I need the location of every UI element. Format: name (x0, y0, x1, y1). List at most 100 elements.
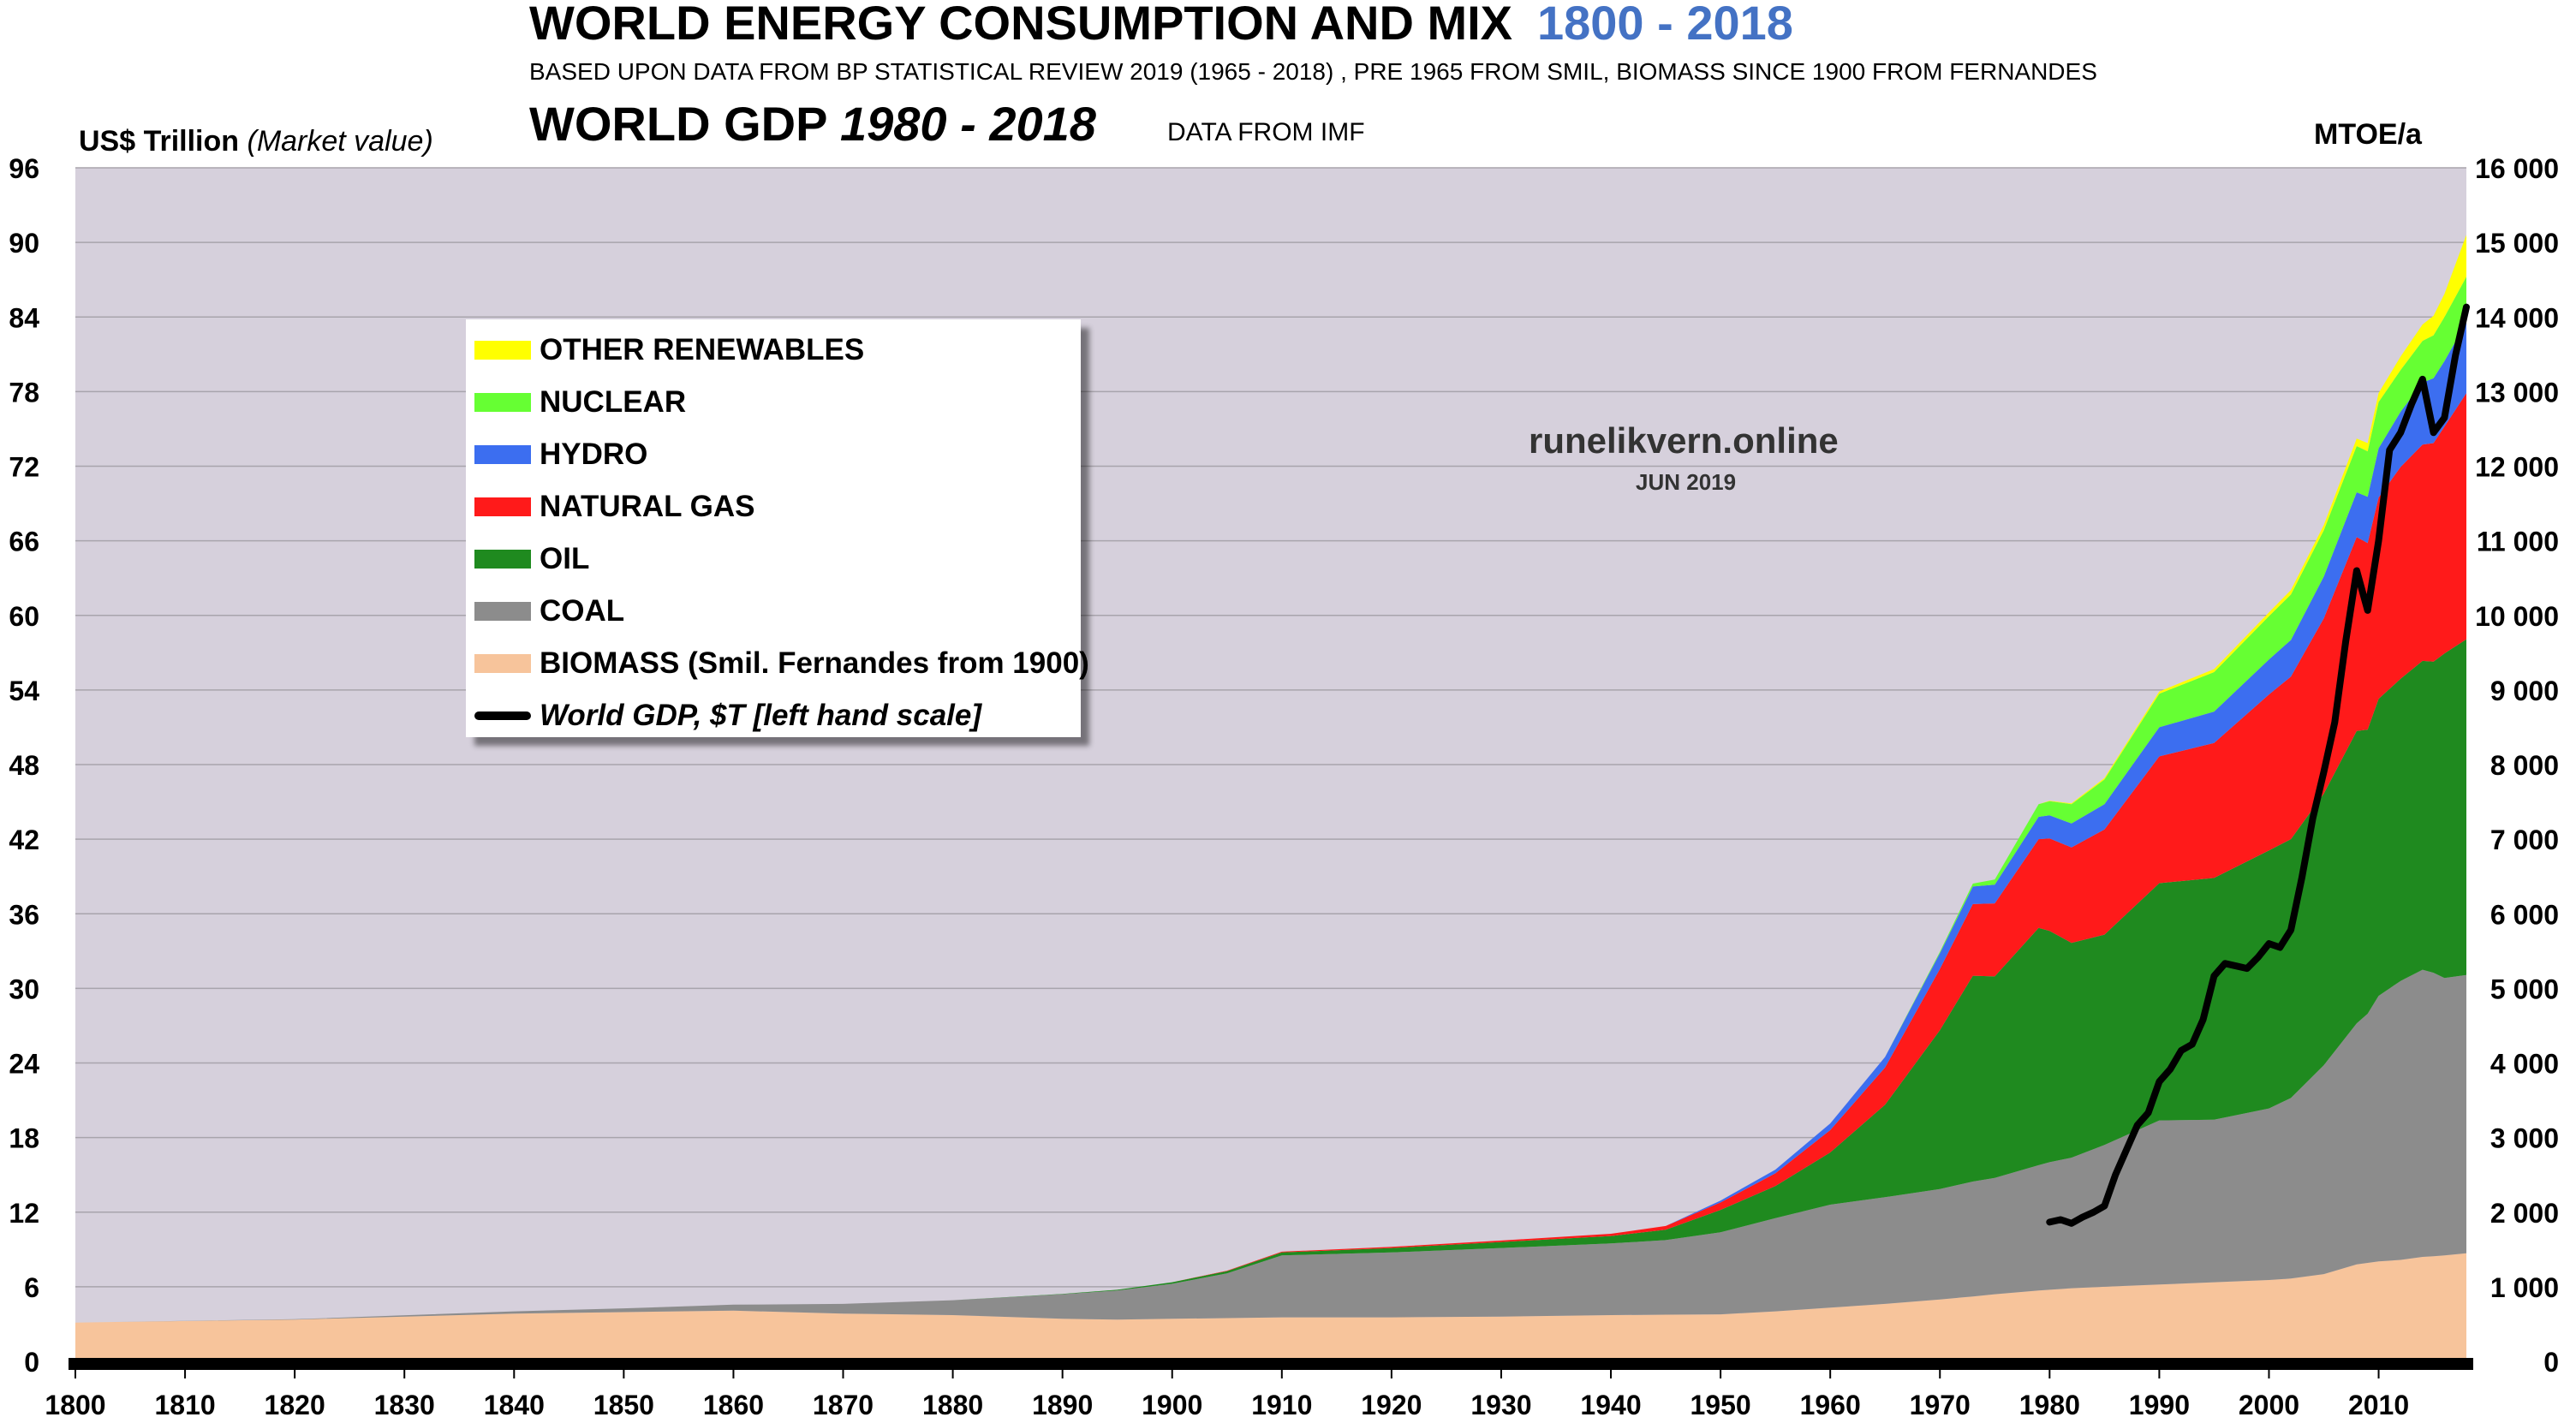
y-left-tick-label: 12 (9, 1198, 39, 1229)
legend: OTHER RENEWABLES NUCLEAR HYDRO NATURAL GAS O… (466, 319, 1089, 737)
legend-swatch (474, 393, 531, 412)
y-right-tick-label: 1 000 (2490, 1272, 2559, 1303)
y-right-tick-label: 14 000 (2475, 302, 2559, 333)
y-left-tick-label: 30 (9, 973, 39, 1004)
x-tick-label: 1900 (1142, 1390, 1202, 1417)
watermark-date: JUN 2019 (1636, 469, 1737, 495)
y-left-tick-label: 96 (9, 153, 39, 184)
area-biomass (75, 1253, 2466, 1361)
legend-swatch (474, 341, 531, 360)
y-right-tick-label: 12 000 (2475, 452, 2559, 483)
y-left-tick-label: 24 (9, 1049, 39, 1080)
x-tick-label: 2010 (2348, 1390, 2409, 1417)
legend-label: BIOMASS (Smil. Fernandes from 1900) (540, 646, 1089, 680)
area-coal (75, 969, 2466, 1323)
legend-item: NATURAL GAS (474, 488, 754, 526)
y-left-tick-label: 90 (9, 228, 39, 259)
legend-label: OIL (540, 542, 590, 575)
y-right-tick-label: 10 000 (2475, 601, 2559, 632)
gdp-title-years: 1980 - 2018 (839, 97, 1096, 151)
x-tick-label: 1980 (2019, 1390, 2080, 1417)
y-right-tick-label: 5 000 (2490, 973, 2559, 1004)
gdp-line (2046, 303, 2470, 1227)
area-natural-gas (75, 393, 2466, 1323)
legend-item: HYDRO (474, 436, 647, 473)
legend-swatch (474, 497, 531, 516)
legend-item: World GDP, $T [left hand scale] (474, 697, 981, 735)
x-tick-label: 1970 (1910, 1390, 1971, 1417)
legend-swatch (474, 654, 531, 673)
y-right-tick-label: 6 000 (2490, 899, 2559, 930)
x-tick-label: 1960 (1800, 1390, 1861, 1417)
x-tick-label: 1910 (1251, 1390, 1312, 1417)
y-left-tick-label: 48 (9, 750, 39, 781)
x-tick-label: 1890 (1032, 1390, 1093, 1417)
y-right-tick-label: 13 000 (2475, 377, 2559, 408)
left-axis-unit-note: (Market value) (247, 125, 433, 158)
y-left-tick-label: 36 (9, 899, 39, 930)
x-tick-label: 1930 (1470, 1390, 1531, 1417)
y-right-tick-label: 11 000 (2477, 527, 2559, 557)
x-tick-label: 1870 (813, 1390, 874, 1417)
x-tick-label: 1860 (703, 1390, 764, 1417)
legend-swatch (474, 445, 531, 464)
x-tick-label: 1920 (1361, 1390, 1422, 1417)
legend-line-swatch (474, 711, 531, 720)
legend-label: HYDRO (540, 438, 648, 471)
chart-years: 1800 - 2018 (1537, 0, 1793, 50)
x-axis-line (69, 1358, 2473, 1370)
y-left-tick-label: 78 (9, 377, 39, 408)
y-left-tick-label: 54 (9, 676, 39, 706)
gdp-source: DATA FROM IMF (1167, 118, 1365, 146)
legend-label: COAL (540, 594, 625, 628)
legend-swatch (474, 602, 531, 621)
legend-item: OTHER RENEWABLES (474, 331, 864, 369)
left-axis-unit: US$ Trillion (Market value) (79, 125, 433, 158)
x-tick-label: 1820 (265, 1390, 325, 1417)
y-left-tick-label: 0 (24, 1347, 39, 1378)
legend-item: NUCLEAR (474, 384, 686, 421)
x-tick-label: 1840 (484, 1390, 545, 1417)
x-tick-label: 1810 (154, 1390, 215, 1417)
x-tick-label: 1880 (922, 1390, 983, 1417)
legend-label: NATURAL GAS (540, 490, 755, 523)
y-left-tick-label: 66 (9, 527, 39, 557)
x-tick-label: 1800 (45, 1390, 105, 1417)
y-right-tick-label: 15 000 (2475, 228, 2559, 259)
y-right-tick-label: 0 (2543, 1347, 2559, 1378)
x-tick-label: 1950 (1690, 1390, 1751, 1417)
x-tick-label: 2000 (2239, 1390, 2299, 1417)
x-tick-label: 1850 (593, 1390, 654, 1417)
chart-title: WORLD ENERGY CONSUMPTION AND MIX (529, 0, 1513, 50)
y-left-tick-label: 72 (9, 452, 39, 483)
right-axis-unit: MTOE/a (2314, 118, 2422, 151)
y-right-tick-label: 9 000 (2490, 676, 2559, 706)
y-right-tick-label: 7 000 (2490, 825, 2559, 855)
legend-label: NUCLEAR (540, 385, 687, 419)
y-right-tick-label: 4 000 (2490, 1049, 2559, 1080)
y-right-tick-label: 3 000 (2490, 1123, 2559, 1154)
legend-label: OTHER RENEWABLES (540, 333, 865, 366)
y-right-tick-label: 16 000 (2475, 153, 2559, 184)
legend-label: World GDP, $T [left hand scale] (540, 699, 982, 732)
y-right-tick-label: 8 000 (2490, 750, 2559, 781)
legend-swatch (474, 550, 531, 569)
y-left-tick-label: 42 (9, 825, 39, 855)
y-left-tick-label: 60 (9, 601, 39, 632)
x-tick-label: 1990 (2129, 1390, 2190, 1417)
x-tick-label: 1830 (374, 1390, 435, 1417)
gdp-title-text: WORLD GDP (529, 97, 827, 151)
y-left-tick-label: 6 (24, 1272, 39, 1303)
y-left-tick-label: 84 (9, 302, 39, 333)
watermark-site: runelikvern.online (1529, 420, 1839, 461)
chart-subtitle: BASED UPON DATA FROM BP STATISTICAL REVI… (529, 58, 2097, 85)
x-tick-label: 1940 (1580, 1390, 1641, 1417)
legend-item: COAL (474, 592, 624, 630)
legend-item: BIOMASS (Smil. Fernandes from 1900) (474, 645, 1089, 682)
left-axis-unit-main: US$ Trillion (79, 125, 240, 158)
legend-item: OIL (474, 540, 589, 578)
area-oil (75, 639, 2466, 1323)
y-right-tick-label: 2 000 (2490, 1198, 2559, 1229)
